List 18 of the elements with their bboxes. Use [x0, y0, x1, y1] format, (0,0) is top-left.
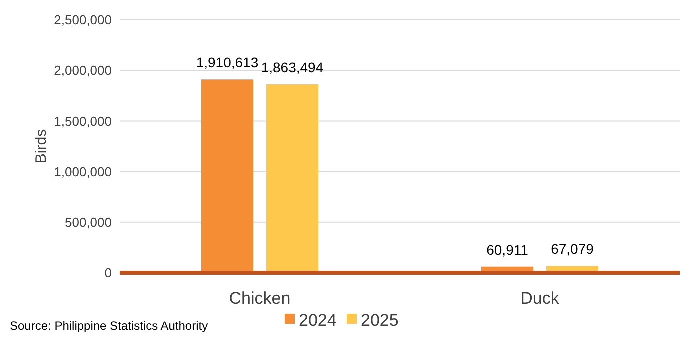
y-tick-label: 1,500,000: [54, 114, 112, 129]
legend-label: 2024: [299, 310, 337, 330]
x-tick-label: Chicken: [229, 289, 291, 308]
y-tick-label: 1,000,000: [54, 164, 112, 180]
y-tick-label: 0: [104, 266, 112, 281]
data-label: 1,910,613: [196, 54, 259, 71]
source-note: Source: Philippine Statistics Authority: [10, 319, 208, 333]
data-label: 60,911: [486, 242, 529, 258]
data-label: 67,079: [551, 241, 594, 258]
legend-label: 2025: [361, 310, 399, 330]
bar: [266, 84, 318, 273]
y-tick-label: 2,500,000: [54, 12, 112, 28]
x-tick-label: Duck: [520, 289, 560, 308]
y-tick-label: 500,000: [65, 214, 112, 230]
y-axis-title: Birds: [33, 129, 50, 164]
y-tick-label: 2,000,000: [54, 63, 112, 78]
data-label: 1,863,494: [261, 59, 324, 76]
bar: [202, 80, 254, 273]
